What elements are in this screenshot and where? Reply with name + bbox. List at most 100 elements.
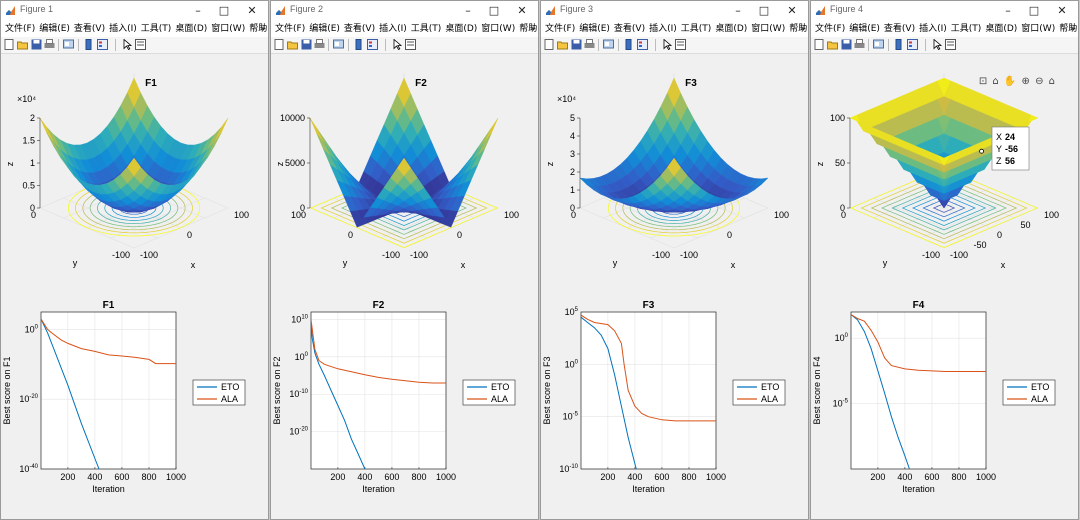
menu-item-1[interactable]: 编辑(E) [309, 24, 340, 34]
menu-item-5[interactable]: 桌面(D) [715, 24, 748, 34]
convergence-plot[interactable]: 200 400 600 800 1000 100 10-5 F4 Iteration Best s… [812, 300, 1056, 494]
new-figure-icon[interactable] [4, 39, 15, 50]
print-icon[interactable] [44, 39, 55, 50]
menu-item-0[interactable]: 文件(F) [815, 24, 846, 34]
legend[interactable]: ETO ALA [462, 379, 516, 406]
save-icon[interactable] [841, 39, 852, 50]
save-icon[interactable] [571, 39, 582, 50]
menu-item-6[interactable]: 窗口(W) [751, 24, 786, 34]
minimize-button[interactable]: – [735, 4, 741, 17]
title-bar[interactable]: Figure 2 – □ ✕ [271, 1, 538, 21]
figure-canvas[interactable]: 0 1 2 3 4 5 ×10⁴ z -100 0 100 x -100 0 y F3 200 400 600 800… [541, 54, 808, 519]
menu-item-3[interactable]: 插入(I) [379, 24, 407, 34]
figure-1-axes[interactable]: 0 0.5 1 1.5 2 ×10⁴ z -100 0 100 x -100 0 y F1 200 400 600… [1, 54, 268, 520]
maximize-button[interactable]: □ [1028, 4, 1040, 17]
insert-legend-icon[interactable] [97, 39, 108, 50]
surface-plot-3d[interactable]: 0 1 2 3 4 5 ×10⁴ z -100 0 100 x -100 0 y F3 [545, 73, 789, 271]
insert-colorbar-icon[interactable] [623, 39, 634, 50]
menu-item-1[interactable]: 编辑(E) [39, 24, 70, 34]
property-inspector-icon[interactable] [135, 39, 146, 50]
menu-item-2[interactable]: 查看(V) [613, 24, 646, 34]
menu-item-6[interactable]: 窗口(W) [481, 24, 516, 34]
title-bar[interactable]: Figure 3 – □ ✕ [541, 1, 808, 21]
convergence-plot[interactable]: 200 400 600 800 1000 105 100 10-5 10-10 F3 Iterati… [542, 300, 786, 494]
property-inspector-icon[interactable] [945, 39, 956, 50]
figure-canvas[interactable]: 0 0.5 1 1.5 2 ×10⁴ z -100 0 100 x -100 0 y F1 200 400 600… [1, 54, 268, 519]
legend[interactable]: ETO ALA [732, 379, 786, 406]
legend[interactable]: ETO ALA [192, 379, 246, 406]
new-figure-icon[interactable] [814, 39, 825, 50]
link-axes-icon[interactable] [603, 39, 614, 50]
menu-item-1[interactable]: 编辑(E) [849, 24, 880, 34]
figure-4-axes[interactable]: 0 50 100 z -100 -50 0 50 100 x -100 0 y X 24Y -56Z 56 200… [811, 54, 1078, 520]
menu-item-7[interactable]: 帮助(H) [519, 24, 538, 34]
menu-item-0[interactable]: 文件(F) [5, 24, 36, 34]
insert-colorbar-icon[interactable] [893, 39, 904, 50]
minimize-button[interactable]: – [195, 4, 201, 17]
open-file-icon[interactable] [17, 39, 28, 50]
legend[interactable]: ETO ALA [1002, 379, 1056, 406]
menu-item-2[interactable]: 查看(V) [343, 24, 376, 34]
print-icon[interactable] [314, 39, 325, 50]
surface-plot-3d[interactable]: 0 0.5 1 1.5 2 ×10⁴ z -100 0 100 x -100 0 y F1 [5, 73, 249, 271]
menu-item-1[interactable]: 编辑(E) [579, 24, 610, 34]
menu-item-4[interactable]: 工具(T) [140, 24, 172, 34]
open-file-icon[interactable] [827, 39, 838, 50]
menu-item-4[interactable]: 工具(T) [680, 24, 712, 34]
menu-overflow-button[interactable]: » [530, 24, 536, 34]
link-axes-icon[interactable] [333, 39, 344, 50]
menu-item-0[interactable]: 文件(F) [545, 24, 576, 34]
menu-item-7[interactable]: 帮助(H) [249, 24, 268, 34]
link-axes-icon[interactable] [63, 39, 74, 50]
menu-item-6[interactable]: 窗口(W) [211, 24, 246, 34]
print-icon[interactable] [854, 39, 865, 50]
property-inspector-icon[interactable] [405, 39, 416, 50]
datatip-marker[interactable] [979, 148, 985, 154]
minimize-button[interactable]: – [1005, 4, 1011, 17]
new-figure-icon[interactable] [274, 39, 285, 50]
menu-item-7[interactable]: 帮助(H) [789, 24, 808, 34]
insert-colorbar-icon[interactable] [353, 39, 364, 50]
property-inspector-icon[interactable] [675, 39, 686, 50]
insert-colorbar-icon[interactable] [83, 39, 94, 50]
convergence-plot[interactable]: 200 400 600 800 1000 1010 100 10-10 10-20 F2 Itera… [272, 300, 516, 494]
maximize-button[interactable]: □ [218, 4, 230, 17]
cursor-icon[interactable] [932, 39, 943, 50]
open-file-icon[interactable] [287, 39, 298, 50]
maximize-button[interactable]: □ [488, 4, 500, 17]
menu-overflow-button[interactable]: » [800, 24, 806, 34]
axes-toolbar[interactable]: ⊡ ⌂ ✋ ⊕ ⊖ ⌂ [978, 76, 1056, 87]
menu-item-2[interactable]: 查看(V) [883, 24, 916, 34]
menu-item-5[interactable]: 桌面(D) [985, 24, 1018, 34]
figure-canvas[interactable]: 0 50 100 z -100 -50 0 50 100 x -100 0 y X 24 Y -56 Z 56 200… [811, 54, 1078, 519]
figure-3-axes[interactable]: 0 1 2 3 4 5 ×10⁴ z -100 0 100 x -100 0 y F3 200 400 600 800… [541, 54, 808, 520]
datatip[interactable]: X 24Y -56Z 56 [979, 126, 1030, 171]
minimize-button[interactable]: – [465, 4, 471, 17]
menu-item-6[interactable]: 窗口(W) [1021, 24, 1056, 34]
menu-item-4[interactable]: 工具(T) [950, 24, 982, 34]
link-axes-icon[interactable] [873, 39, 884, 50]
title-bar[interactable]: Figure 1 – □ ✕ [1, 1, 268, 21]
open-file-icon[interactable] [557, 39, 568, 50]
menu-overflow-button[interactable]: » [1070, 24, 1076, 34]
menu-item-3[interactable]: 插入(I) [919, 24, 947, 34]
figure-canvas[interactable]: 0 5000 10000 z -100 0 100 x -100 0 100 y F2 200 400 600… [271, 54, 538, 519]
menu-item-5[interactable]: 桌面(D) [445, 24, 478, 34]
convergence-plot[interactable]: 200 400 600 800 1000 100 10-20 10-40 F1 Iteration… [2, 300, 246, 494]
new-figure-icon[interactable] [544, 39, 555, 50]
menu-item-3[interactable]: 插入(I) [109, 24, 137, 34]
cursor-icon[interactable] [122, 39, 133, 50]
menu-item-3[interactable]: 插入(I) [649, 24, 677, 34]
menu-item-4[interactable]: 工具(T) [410, 24, 442, 34]
save-icon[interactable] [301, 39, 312, 50]
close-button[interactable]: ✕ [1057, 4, 1067, 17]
insert-legend-icon[interactable] [907, 39, 918, 50]
save-icon[interactable] [31, 39, 42, 50]
menu-item-2[interactable]: 查看(V) [73, 24, 106, 34]
surface-plot-3d[interactable]: 0 50 100 z -100 -50 0 50 100 x -100 0 y X 24Y -56Z 56 [815, 73, 1059, 271]
cursor-icon[interactable] [392, 39, 403, 50]
close-button[interactable]: ✕ [517, 4, 527, 17]
print-icon[interactable] [584, 39, 595, 50]
